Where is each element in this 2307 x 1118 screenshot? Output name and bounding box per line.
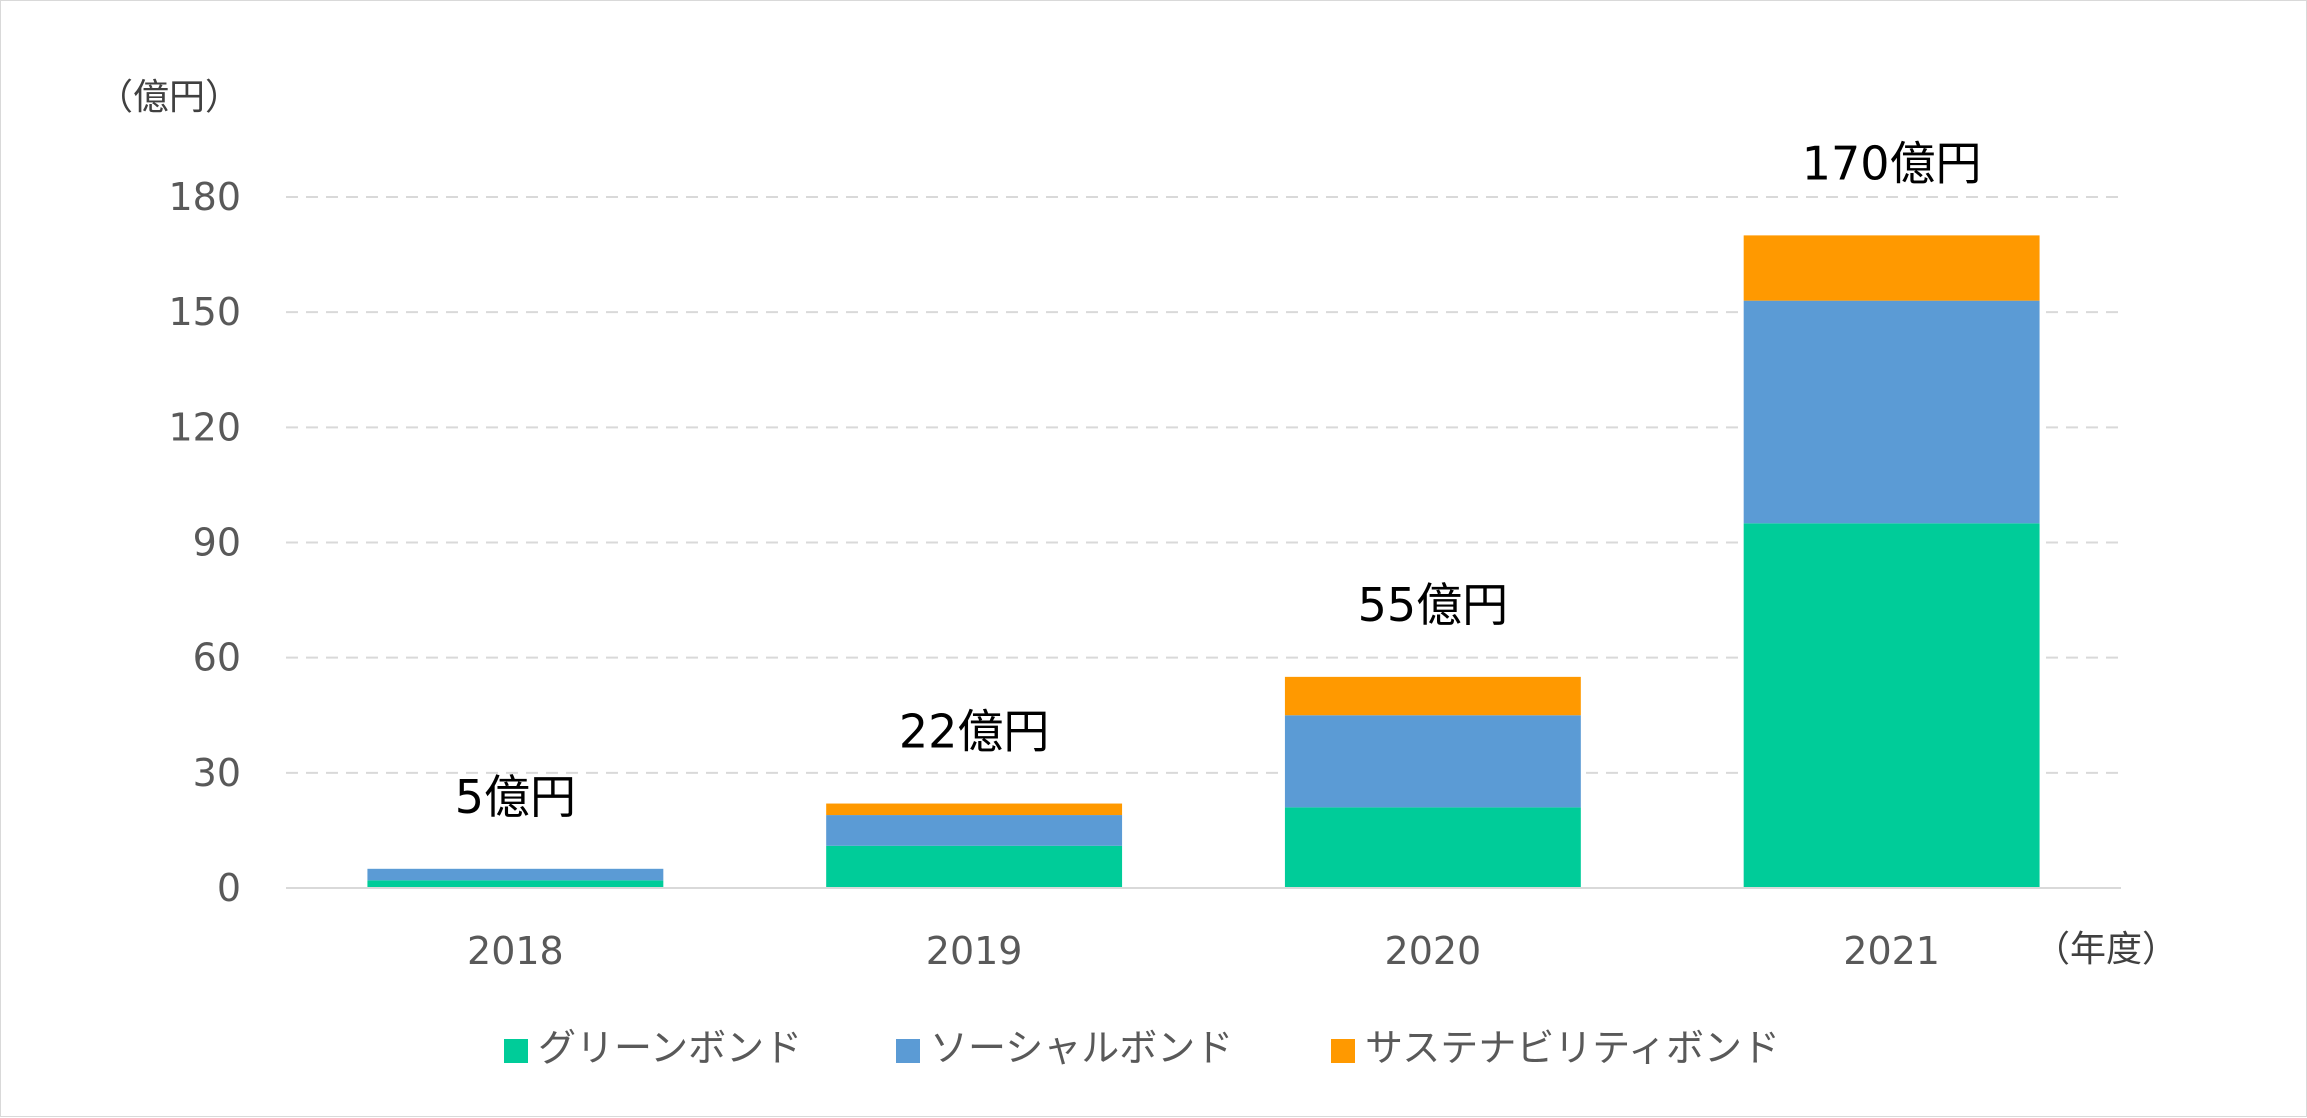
x-tick-label: 2020 (1385, 929, 1482, 973)
y-tick-label: 0 (217, 866, 241, 910)
y-tick-label: 30 (193, 751, 241, 795)
bar-segment (1284, 807, 1581, 888)
bar-segment (1284, 715, 1581, 808)
bar-segment (1743, 300, 2040, 524)
y-tick-label: 90 (193, 521, 241, 565)
legend-swatch (504, 1039, 528, 1063)
bar-segment (826, 803, 1123, 816)
total-label: 22億円 (899, 705, 1050, 759)
x-tick-label: 2019 (926, 929, 1023, 973)
total-label: 5億円 (455, 770, 576, 824)
legend: グリーンボンド ソーシャルボンド サステナビリティボンド (504, 1026, 1780, 1070)
bars (367, 235, 2040, 888)
y-axis-ticks: 0 30 60 90 120 150 180 (168, 175, 241, 910)
y-axis-unit-label: （億円） (97, 77, 241, 118)
bar-segment (367, 880, 664, 888)
legend-label: グリーンボンド (538, 1026, 802, 1070)
x-axis-unit-label: （年度） (2034, 929, 2178, 970)
x-tick-label: 2018 (467, 929, 564, 973)
y-tick-label: 180 (168, 175, 241, 219)
bar-segment (1743, 523, 2040, 888)
total-labels: 5億円 22億円 55億円 170億円 (455, 136, 1982, 823)
legend-swatch (896, 1039, 920, 1063)
bar-segment (826, 815, 1123, 846)
bar-segment (1743, 235, 2040, 301)
bar-segment (1284, 676, 1581, 716)
legend-label: ソーシャルボンド (930, 1026, 1233, 1070)
bar-segment (826, 845, 1123, 888)
legend-label: サステナビリティボンド (1365, 1026, 1780, 1070)
total-label: 170億円 (1802, 136, 1982, 190)
y-tick-label: 120 (168, 405, 241, 449)
legend-swatch (1331, 1039, 1355, 1063)
bar-segment (367, 868, 664, 881)
y-tick-label: 150 (168, 290, 241, 334)
x-axis-ticks: 2018 2019 2020 2021 (467, 929, 1940, 973)
total-label: 55億円 (1358, 578, 1509, 632)
y-tick-label: 60 (193, 636, 241, 680)
x-tick-label: 2021 (1843, 929, 1940, 973)
